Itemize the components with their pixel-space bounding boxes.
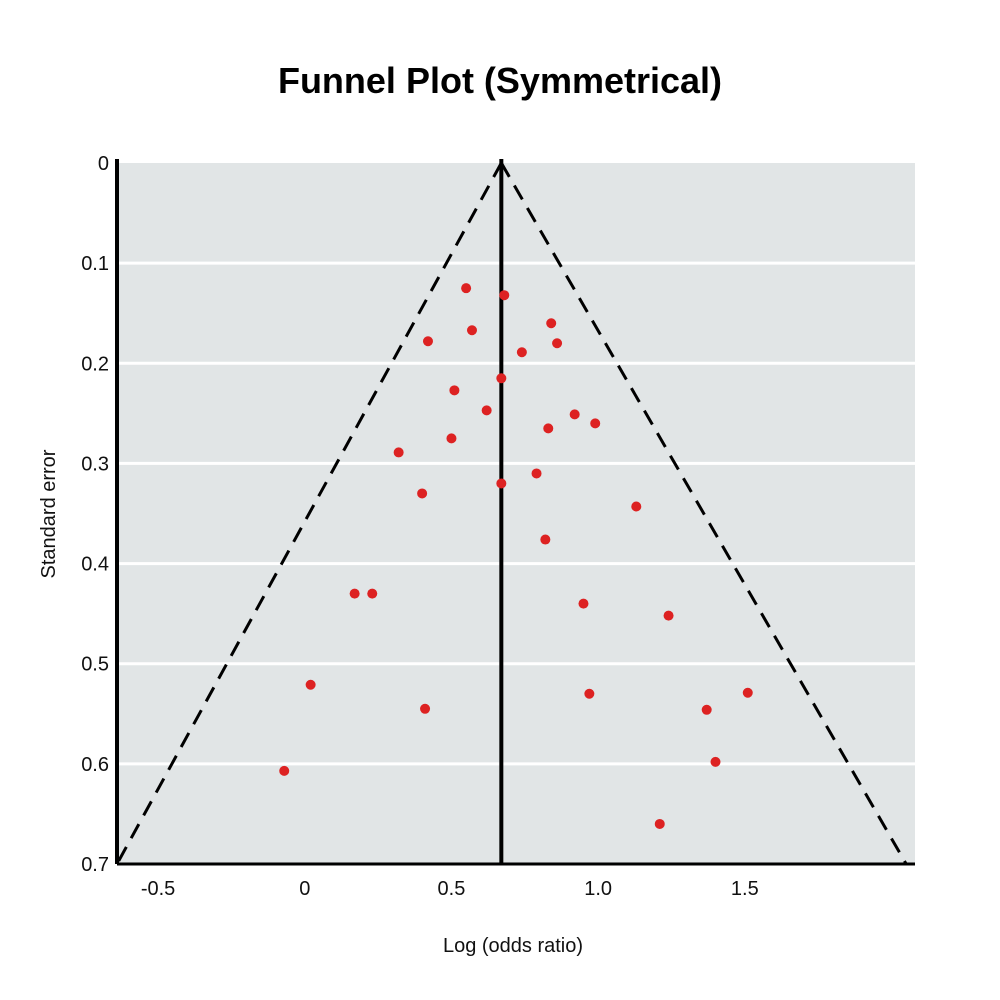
- data-point: [499, 290, 510, 301]
- data-point: [631, 501, 642, 512]
- y-axis-title: Standard error: [38, 449, 60, 578]
- data-point: [578, 598, 589, 609]
- data-point: [531, 468, 542, 479]
- data-point: [449, 385, 460, 396]
- y-tick-label: 0.4: [81, 554, 109, 576]
- data-point: [710, 756, 721, 767]
- data-point: [446, 433, 457, 444]
- data-point: [393, 447, 404, 458]
- data-points: [279, 283, 753, 829]
- data-point: [742, 687, 753, 698]
- data-point: [569, 409, 580, 420]
- funnel-left-line: [115, 162, 503, 865]
- chart-title: Funnel Plot (Symmetrical): [277, 60, 723, 101]
- data-point: [496, 478, 507, 489]
- data-point: [417, 488, 428, 499]
- x-tick-label: 0.5: [438, 878, 466, 900]
- y-tick-label: 0.6: [81, 754, 109, 776]
- plot-background: [117, 163, 915, 864]
- data-point: [584, 688, 595, 699]
- data-point: [654, 818, 665, 829]
- data-point: [466, 325, 477, 336]
- data-point: [461, 283, 472, 294]
- data-point: [420, 703, 431, 714]
- data-point: [516, 347, 527, 358]
- data-point: [546, 318, 557, 329]
- data-point: [279, 765, 290, 776]
- data-point: [349, 588, 360, 599]
- data-point: [663, 610, 674, 621]
- x-tick-label: 1.0: [584, 878, 612, 900]
- data-point: [367, 588, 378, 599]
- data-point: [305, 679, 316, 690]
- y-tick-label: 0.1: [81, 253, 109, 275]
- data-point: [543, 423, 554, 434]
- y-tick-label: 0.3: [81, 453, 109, 475]
- data-point: [552, 338, 563, 349]
- grid-lines: [117, 261, 915, 766]
- data-point: [701, 704, 712, 715]
- y-tick-label: 0.2: [81, 353, 109, 375]
- data-point: [540, 534, 551, 545]
- x-axis-title: Log (odds ratio): [443, 935, 583, 957]
- data-point: [496, 373, 507, 384]
- y-tick-label: 0.7: [81, 854, 109, 876]
- data-point: [481, 405, 492, 416]
- data-point: [590, 418, 601, 429]
- funnel-right-line: [500, 162, 908, 865]
- y-tick-label: 0: [98, 153, 109, 175]
- y-tick-labels: 0 0.1 0.2 0.3 0.4 0.5 0.6 0.7: [81, 153, 109, 876]
- x-tick-label: -0.5: [141, 878, 175, 900]
- x-tick-labels: -0.5 0 0.5 1.0 1.5: [141, 878, 759, 900]
- data-point: [422, 336, 433, 347]
- y-tick-label: 0.5: [81, 654, 109, 676]
- funnel-lines: [115, 162, 908, 865]
- x-tick-label: 1.5: [731, 878, 759, 900]
- x-tick-label: 0: [299, 878, 310, 900]
- axes: [115, 159, 915, 866]
